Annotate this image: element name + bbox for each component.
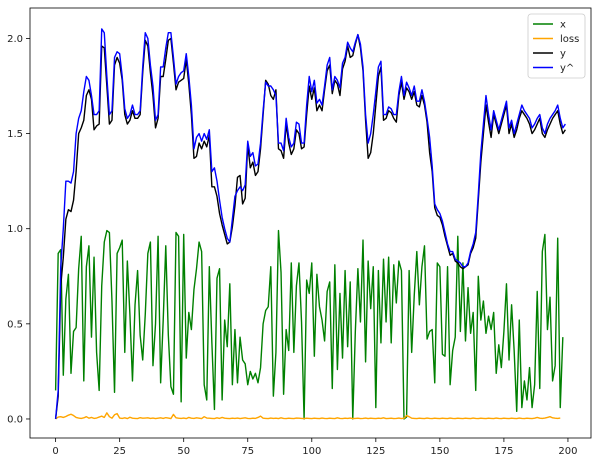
x-tick-label: 200 xyxy=(558,446,577,457)
y-tick-label: 2.0 xyxy=(7,34,23,45)
legend-box xyxy=(527,13,586,79)
y-tick-label: 1.5 xyxy=(7,129,23,140)
series-layer xyxy=(54,28,566,420)
x-tick-label: 75 xyxy=(241,446,254,457)
series-line-0 xyxy=(54,229,564,420)
legend-label-0: x xyxy=(560,20,566,31)
y-tick-label: 0.0 xyxy=(7,414,23,425)
x-tick-label: 100 xyxy=(302,446,321,457)
legend-label-3: y^ xyxy=(560,63,574,74)
legend-label-1: loss xyxy=(560,34,579,45)
x-tick-label: 50 xyxy=(177,446,190,457)
legend-label-2: y xyxy=(560,49,566,60)
x-tick-label: 175 xyxy=(494,446,513,457)
y-axis-ticks: 0.0 0.5 1.0 1.5 2.0 xyxy=(7,34,30,425)
x-tick-label: 125 xyxy=(366,446,385,457)
legend: x loss y y^ xyxy=(527,13,586,79)
y-tick-label: 1.0 xyxy=(7,224,23,235)
series-line-1 xyxy=(55,412,561,420)
series-line-3 xyxy=(54,28,566,420)
x-tick-label: 0 xyxy=(52,446,58,457)
y-tick-label: 0.5 xyxy=(7,319,23,330)
x-tick-label: 150 xyxy=(430,446,449,457)
x-tick-label: 25 xyxy=(113,446,126,457)
x-axis-ticks: 0 25 50 75 100 125 150 175 200 xyxy=(52,438,577,457)
